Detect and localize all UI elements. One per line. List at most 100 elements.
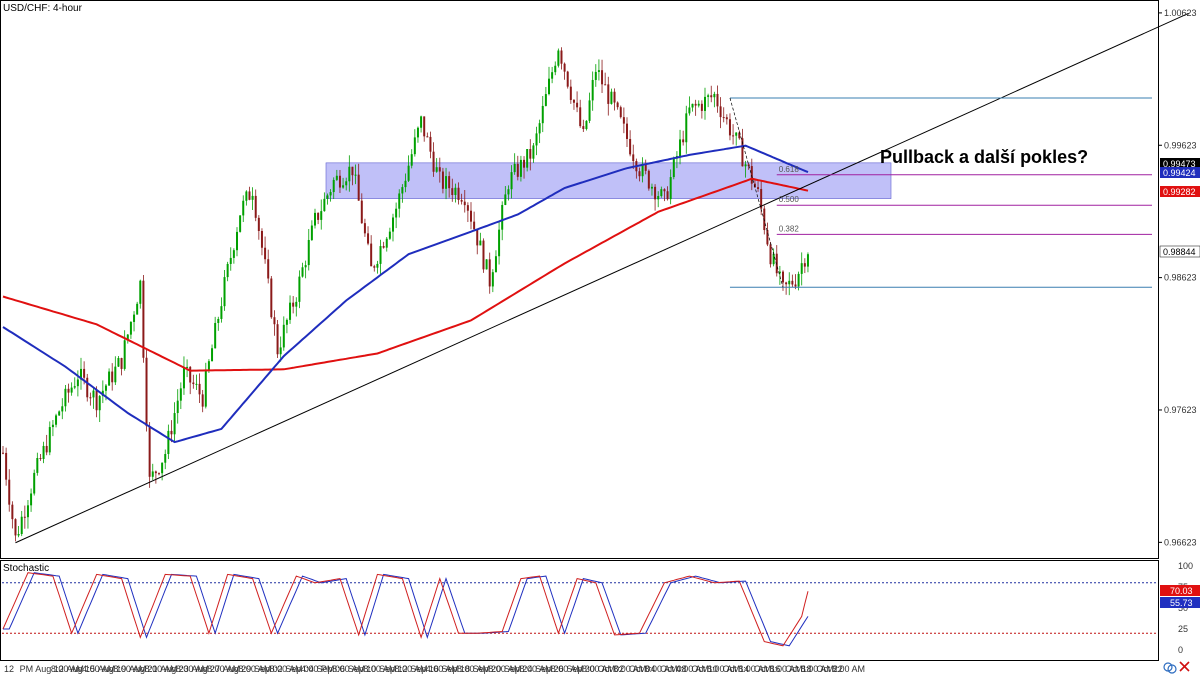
candle-body (404, 180, 407, 188)
candle (728, 113, 731, 141)
candle (691, 103, 694, 112)
stoch-pane-border (0, 560, 1159, 661)
candle (379, 239, 382, 276)
candle (803, 258, 806, 274)
candle (388, 227, 391, 240)
candle-body (641, 163, 644, 177)
candle (613, 88, 616, 111)
sync-icon[interactable] (1163, 662, 1177, 674)
date-tick-label: 8:00 AM (270, 664, 303, 674)
candle (173, 402, 176, 443)
candle-body (679, 139, 682, 157)
candle (800, 252, 803, 286)
candle (385, 236, 388, 252)
candle (136, 301, 139, 315)
candle-body (98, 396, 101, 411)
candle-body (526, 149, 529, 168)
candle-body (373, 266, 376, 268)
candle-body (772, 253, 775, 265)
candle (285, 318, 288, 334)
candle-body (186, 366, 189, 368)
candle-body (314, 212, 316, 226)
candle (641, 157, 644, 183)
candle-body (45, 445, 48, 453)
main-pane-border (0, 0, 1159, 559)
candle-body (323, 198, 326, 212)
candle-body (426, 136, 429, 138)
candle-body (273, 317, 276, 325)
candle-body (741, 138, 744, 167)
candle (688, 96, 691, 116)
candle-body (523, 159, 526, 168)
candle-body (14, 519, 17, 536)
candle (360, 193, 363, 224)
candle (17, 526, 20, 538)
badge-ma-red: 0.99282 (1160, 186, 1200, 197)
date-tick-label: Aug 21 (129, 664, 158, 674)
candle (460, 193, 463, 205)
candle-body (685, 113, 688, 143)
stochastic-layer (2, 572, 1158, 647)
candle-body (201, 394, 204, 407)
candle-body (335, 175, 338, 180)
stochastic-d-line (3, 572, 809, 647)
candle (610, 88, 613, 105)
candle (36, 452, 39, 476)
candle-body (251, 195, 254, 200)
candle-body (257, 217, 260, 231)
candle-body (376, 263, 379, 268)
candle-body (151, 471, 154, 477)
candle (591, 71, 594, 111)
candle (638, 167, 641, 182)
candle (217, 316, 220, 331)
candle-body (732, 135, 735, 137)
candle (441, 167, 444, 194)
candle (214, 316, 217, 349)
stochastic-k-line (2, 572, 809, 647)
candle-body (217, 318, 220, 323)
candle (367, 226, 370, 246)
candle (445, 167, 448, 200)
moving-average-fast (2, 144, 809, 444)
candle-body (454, 187, 457, 195)
candle-body (544, 94, 547, 106)
candle-body (192, 382, 195, 385)
candle (151, 463, 154, 480)
moving-average-slow (2, 177, 809, 372)
candle (226, 261, 229, 282)
candle (260, 228, 263, 256)
candle-body (254, 195, 257, 218)
candle-body (120, 358, 123, 369)
candle (329, 189, 332, 202)
close-icon[interactable] (1179, 661, 1190, 672)
candle-body (379, 246, 382, 264)
candle (551, 66, 554, 84)
candle (45, 434, 48, 456)
candle-body (535, 133, 538, 146)
date-tick-label: 8:00 AM (582, 664, 615, 674)
candle-body (123, 340, 126, 369)
candle (370, 235, 373, 267)
candle (245, 190, 248, 206)
candle (426, 132, 429, 138)
date-tick-label: Sep 18 (441, 664, 470, 674)
candle-body (491, 272, 494, 287)
candle-body (778, 271, 781, 274)
date-tick-label: 8:00 AM (551, 664, 584, 674)
candle-body (26, 505, 29, 518)
date-tick-label: Aug 12 (35, 664, 64, 674)
candle (145, 348, 148, 432)
candle (579, 99, 582, 128)
candle-body (242, 200, 245, 216)
candle-body (360, 200, 363, 224)
candle-body (588, 100, 591, 121)
candle-body (326, 195, 329, 199)
candle-body (632, 154, 635, 162)
candle-body (398, 193, 401, 209)
candle (92, 387, 95, 409)
candle (192, 374, 195, 389)
candle (176, 389, 179, 424)
date-tick-label: 8:00 AM (51, 664, 84, 674)
candle-body (585, 120, 588, 130)
